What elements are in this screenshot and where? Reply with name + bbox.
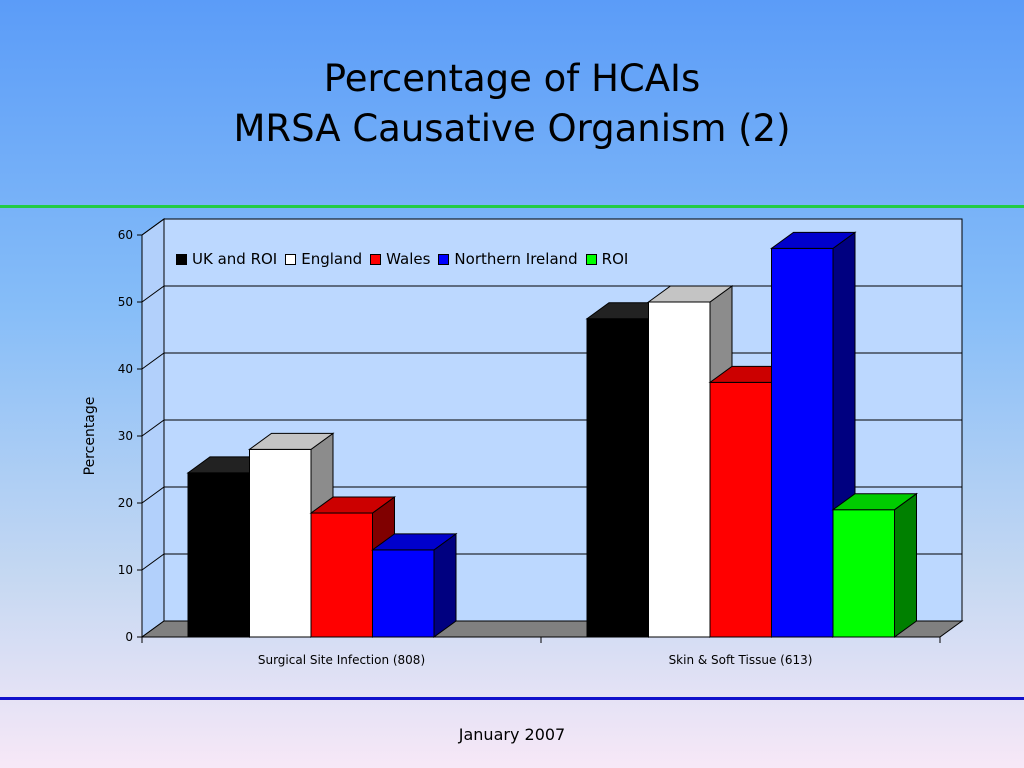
title-line-2: MRSA Causative Organism (2) [233,107,791,150]
slide-title: Percentage of HCAIs MRSA Causative Organ… [0,54,1024,154]
legend-label: Wales [386,250,431,268]
bar [831,492,919,638]
legend-item: UK and ROI [176,250,277,268]
bar-front [249,448,312,638]
bar-top [646,285,734,303]
top-divider [0,205,1024,208]
gridline [141,218,962,236]
bar-front [586,318,649,638]
y-tick-label: 20 [118,496,133,510]
bar-top [370,533,458,551]
y-tick-label: 30 [118,429,133,443]
legend-item: Northern Ireland [438,250,578,268]
slide-footer: January 2007 [458,725,566,744]
x-tick-label: Surgical Site Infection (808) [258,653,425,667]
bar-front [709,381,772,638]
legend-item: ROI [585,250,629,268]
legend-swatch [285,253,297,265]
bar-front [372,549,435,638]
title-line-1: Percentage of HCAIs [323,57,701,100]
legend-swatch [370,253,382,265]
bar-side [433,532,457,638]
legend-label: ROI [601,250,629,268]
legend-swatch [438,253,450,265]
legend-label: Northern Ireland [454,250,578,268]
legend-swatch [176,253,187,265]
bar-front [771,247,834,638]
y-tick-label: 40 [118,362,133,376]
legend-item: Wales [370,250,430,268]
bar-side [894,492,917,638]
y-tick-label: 50 [118,295,133,309]
y-tick-label: 10 [118,563,133,577]
y-axis-title: Percentage [82,397,98,476]
bar-front [187,472,250,638]
legend-label: England [301,250,363,268]
bar-top [831,493,919,511]
bottom-divider [0,697,1024,700]
chart-legend: UK and ROI England Wales Northern Ireland RO… [176,250,636,268]
y-tick-label: 0 [125,630,133,644]
bar-front [310,512,373,638]
bar-front [832,509,895,638]
y-tick-label: 60 [118,228,133,242]
legend-swatch [585,253,597,265]
bar-top [309,496,397,514]
legend-item: England [285,250,362,268]
bar-top [247,432,335,450]
x-tick-label: Skin & Soft Tissue (613) [669,653,813,667]
legend-label: UK and ROI [192,250,278,268]
bar [370,532,458,638]
bar-top [769,231,857,249]
bar-front [648,301,711,638]
